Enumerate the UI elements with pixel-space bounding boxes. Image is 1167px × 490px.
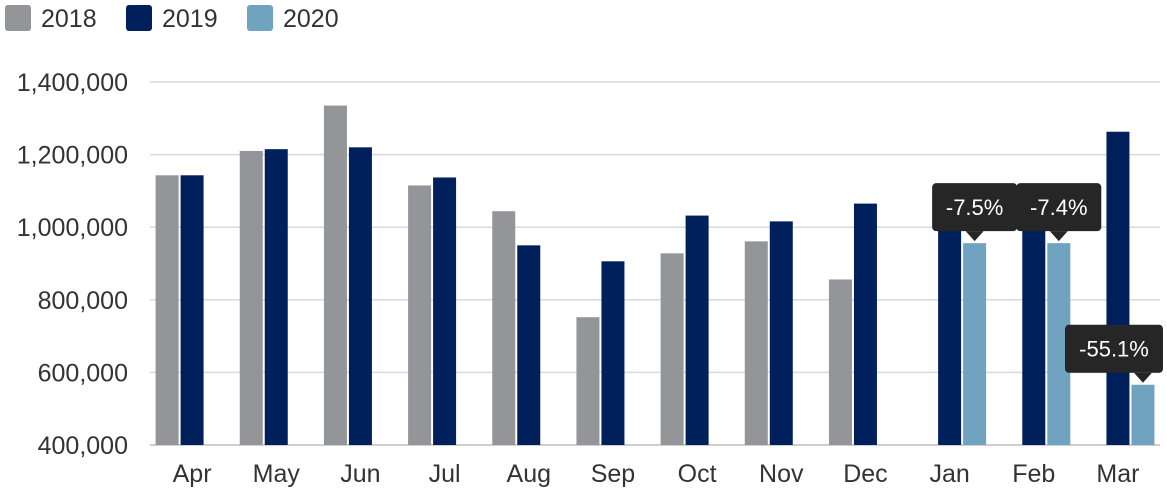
x-tick-label-jul: Jul xyxy=(429,460,461,488)
bar-2019-apr xyxy=(180,175,204,446)
legend-label-2020: 2020 xyxy=(283,5,339,33)
x-tick-label-oct: Oct xyxy=(678,460,717,488)
bar-2018-dec xyxy=(828,279,852,445)
legend-label-2019: 2019 xyxy=(162,5,218,33)
bar-2019-may xyxy=(264,149,288,445)
bar-2018-may xyxy=(239,150,263,445)
bars xyxy=(155,105,1155,446)
bar-2019-jan xyxy=(938,215,962,445)
x-tick-label-sep: Sep xyxy=(591,460,635,488)
bar-2019-sep xyxy=(601,261,625,445)
callout-pointer xyxy=(1133,372,1152,383)
x-tick-label-nov: Nov xyxy=(759,460,804,488)
bar-2019-jun xyxy=(348,147,372,445)
x-tick-label-jan: Jan xyxy=(929,460,969,488)
x-tick-label-jun: Jun xyxy=(340,460,380,488)
callout-box xyxy=(1016,183,1102,232)
x-tick-label-feb: Feb xyxy=(1012,460,1055,488)
legend-swatch-2019 xyxy=(126,5,152,31)
y-tick-label: 1,400,000 xyxy=(17,69,128,97)
annotations: -7.5% -7.4% -55.1% xyxy=(932,183,1163,383)
callout-text: -7.4% xyxy=(1030,195,1087,220)
bar-2018-nov xyxy=(744,241,768,445)
x-tick-label-aug: Aug xyxy=(507,460,551,488)
legend-swatch-2018 xyxy=(5,5,31,31)
x-tick-label-dec: Dec xyxy=(843,460,887,488)
annotation-callout-mar: -55.1% xyxy=(1065,324,1163,383)
y-tick-label: 400,000 xyxy=(38,432,128,460)
x-axis-category-labels: Apr May Jun Jul Aug Sep Oct Nov Dec Jan Feb Mar xyxy=(173,460,1140,488)
annotation-callout-feb: -7.4% xyxy=(1016,183,1102,242)
bar-2019-dec xyxy=(853,203,877,445)
bar-2019-mar xyxy=(1106,131,1130,446)
y-tick-label: 600,000 xyxy=(38,359,128,387)
callout-pointer xyxy=(965,231,984,242)
bar-2018-aug xyxy=(492,211,516,445)
bar-2018-oct xyxy=(660,253,684,445)
x-tick-label-mar: Mar xyxy=(1096,460,1139,488)
x-tick-label-may: May xyxy=(253,460,301,488)
x-tick-label-apr: Apr xyxy=(173,460,212,488)
bar-2018-jul xyxy=(408,185,432,445)
bar-2019-jul xyxy=(433,177,457,445)
bar-2020-mar xyxy=(1131,384,1155,445)
bar-2019-oct xyxy=(685,215,709,445)
bar-2018-apr xyxy=(155,175,179,446)
bar-2019-nov xyxy=(769,221,793,445)
legend-label-2018: 2018 xyxy=(41,5,97,33)
y-axis-tick-labels: 400,000 600,000 800,000 1,000,000 1,200,000 1… xyxy=(17,69,128,460)
callout-box xyxy=(1065,324,1163,373)
legend-swatch-2020 xyxy=(247,5,273,31)
annotation-callout-jan: -7.5% xyxy=(932,183,1018,242)
bar-2019-aug xyxy=(517,245,541,445)
grid-lines xyxy=(150,81,1160,446)
callout-text: -55.1% xyxy=(1079,337,1149,362)
bar-2020-feb xyxy=(1047,243,1071,445)
callout-box xyxy=(932,183,1018,232)
bar-2019-feb xyxy=(1022,215,1046,445)
callout-text: -7.5% xyxy=(946,195,1003,220)
y-tick-label: 1,000,000 xyxy=(17,214,128,242)
bar-2020-jan xyxy=(963,243,987,445)
bar-2018-sep xyxy=(576,317,600,445)
bar-2018-jun xyxy=(323,105,347,445)
y-tick-label: 800,000 xyxy=(38,287,128,315)
y-tick-label: 1,200,000 xyxy=(17,142,128,170)
callout-pointer xyxy=(1049,231,1068,242)
legend: 2018 2019 2020 xyxy=(5,5,339,33)
